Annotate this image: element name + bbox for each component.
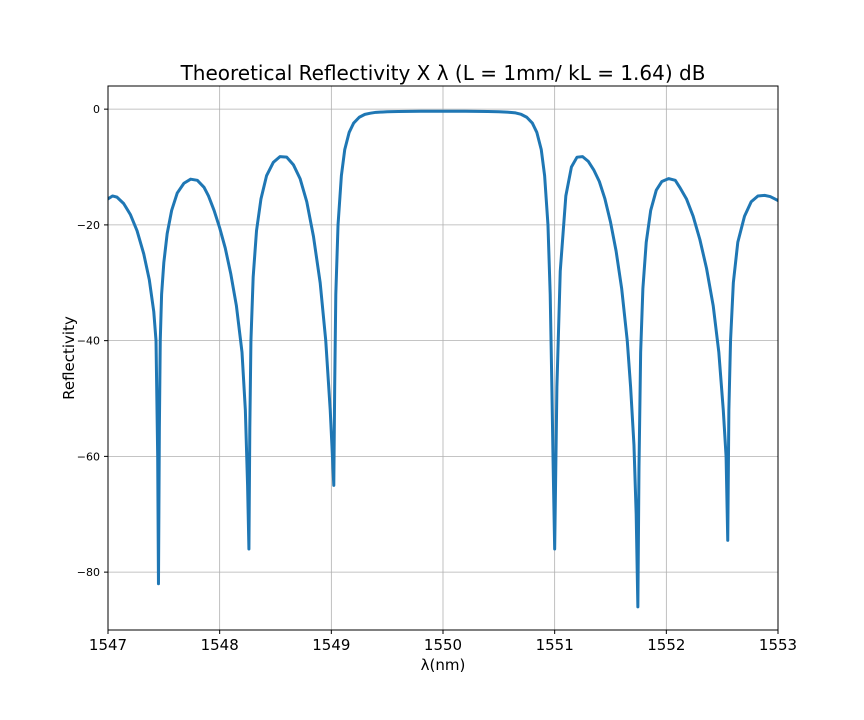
x-tick-label: 1553 bbox=[759, 636, 797, 654]
chart-title: Theoretical Reflectivity X λ (L = 1mm/ k… bbox=[180, 61, 706, 85]
y-axis-ticks: 0 −20 −40 −60 −80 bbox=[77, 103, 108, 579]
series-layer bbox=[108, 109, 778, 609]
x-axis-label: λ(nm) bbox=[421, 656, 466, 674]
x-tick-label: 1552 bbox=[647, 636, 685, 654]
y-tick-label: −40 bbox=[77, 335, 100, 348]
x-tick-label: 1550 bbox=[424, 636, 462, 654]
y-tick-label: −20 bbox=[77, 219, 100, 232]
x-tick-label: 1549 bbox=[312, 636, 350, 654]
y-axis-label: Reflectivity bbox=[60, 316, 78, 400]
grid-lines bbox=[107, 86, 779, 630]
y-tick-label: 0 bbox=[93, 103, 100, 116]
reflectivity-series-line bbox=[108, 109, 778, 609]
x-axis-ticks: 1547 1548 1549 1550 1551 1552 1553 bbox=[89, 630, 797, 654]
x-tick-label: 1547 bbox=[89, 636, 127, 654]
y-tick-label: −60 bbox=[77, 450, 100, 463]
x-tick-label: 1548 bbox=[201, 636, 239, 654]
y-tick-label: −80 bbox=[77, 566, 100, 579]
x-tick-label: 1551 bbox=[536, 636, 574, 654]
